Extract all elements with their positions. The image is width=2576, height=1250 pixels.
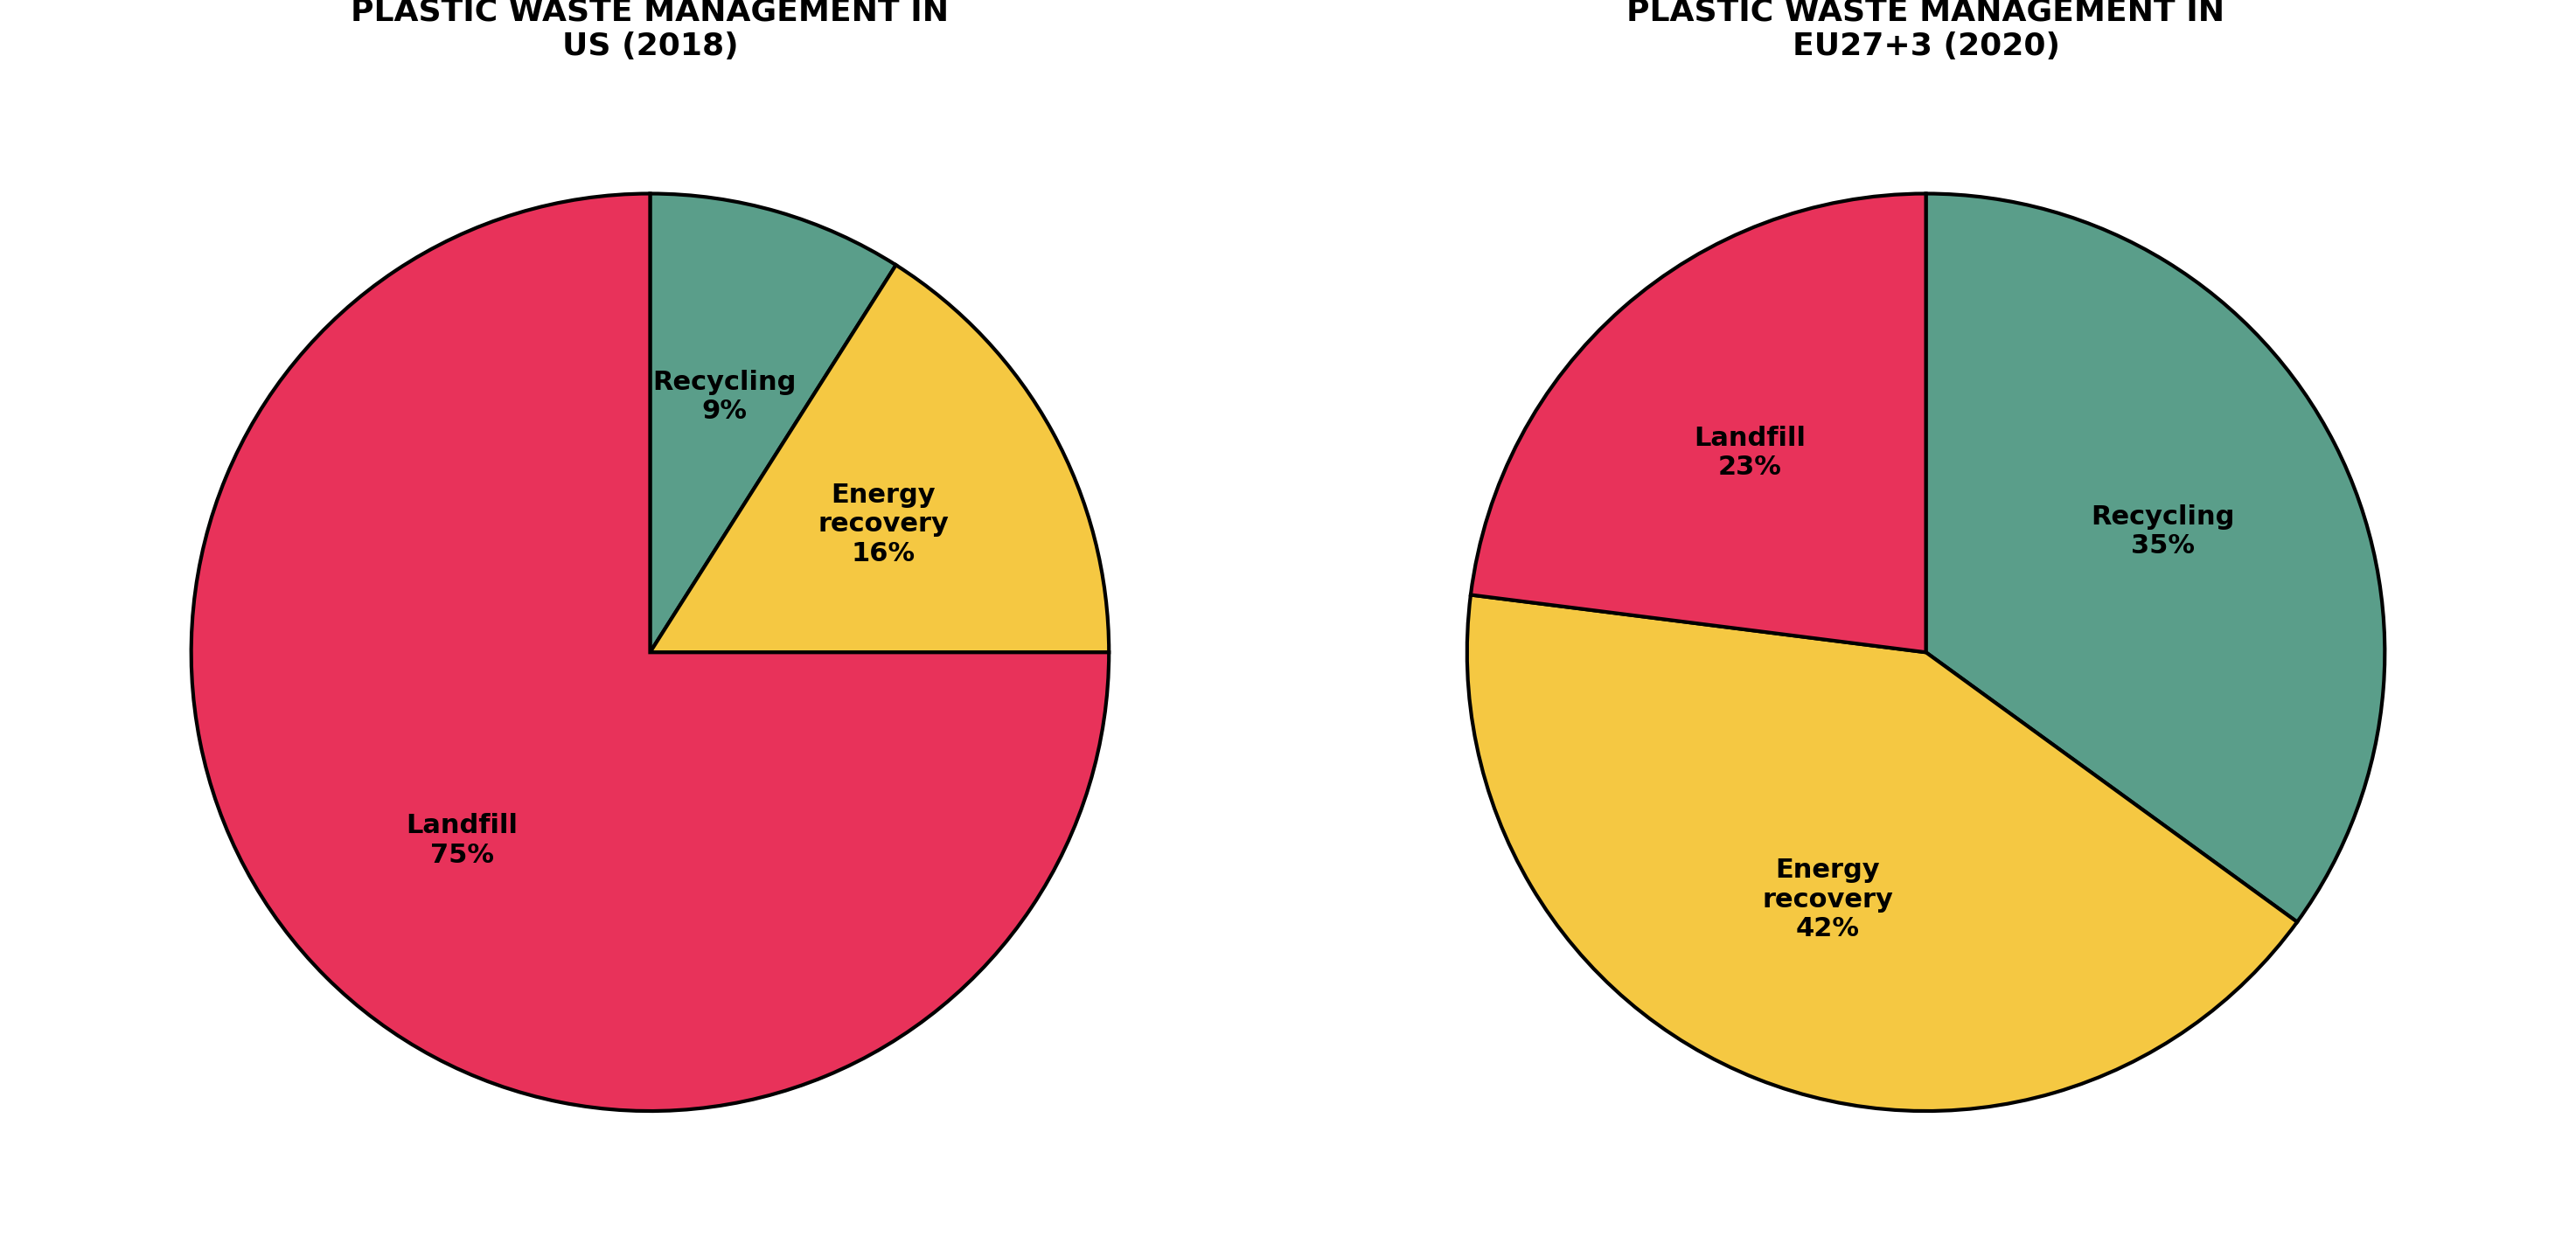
Text: Landfill
23%: Landfill 23%	[1695, 425, 1806, 480]
Wedge shape	[1927, 194, 2385, 922]
Text: Energy
recovery
16%: Energy recovery 16%	[817, 483, 948, 566]
Text: Energy
recovery
42%: Energy recovery 42%	[1762, 858, 1893, 941]
Text: Landfill
75%: Landfill 75%	[407, 812, 518, 867]
Title: PLASTIC WASTE MANAGEMENT IN
EU27+3 (2020): PLASTIC WASTE MANAGEMENT IN EU27+3 (2020…	[1628, 0, 2226, 61]
Wedge shape	[649, 265, 1108, 653]
Wedge shape	[191, 194, 1108, 1111]
Text: Recycling
35%: Recycling 35%	[2092, 504, 2236, 559]
Wedge shape	[649, 194, 896, 652]
Wedge shape	[1468, 595, 2298, 1111]
Wedge shape	[1471, 194, 1927, 652]
Title: PLASTIC WASTE MANAGEMENT IN
US (2018): PLASTIC WASTE MANAGEMENT IN US (2018)	[350, 0, 948, 61]
Text: Recycling
9%: Recycling 9%	[652, 370, 796, 424]
